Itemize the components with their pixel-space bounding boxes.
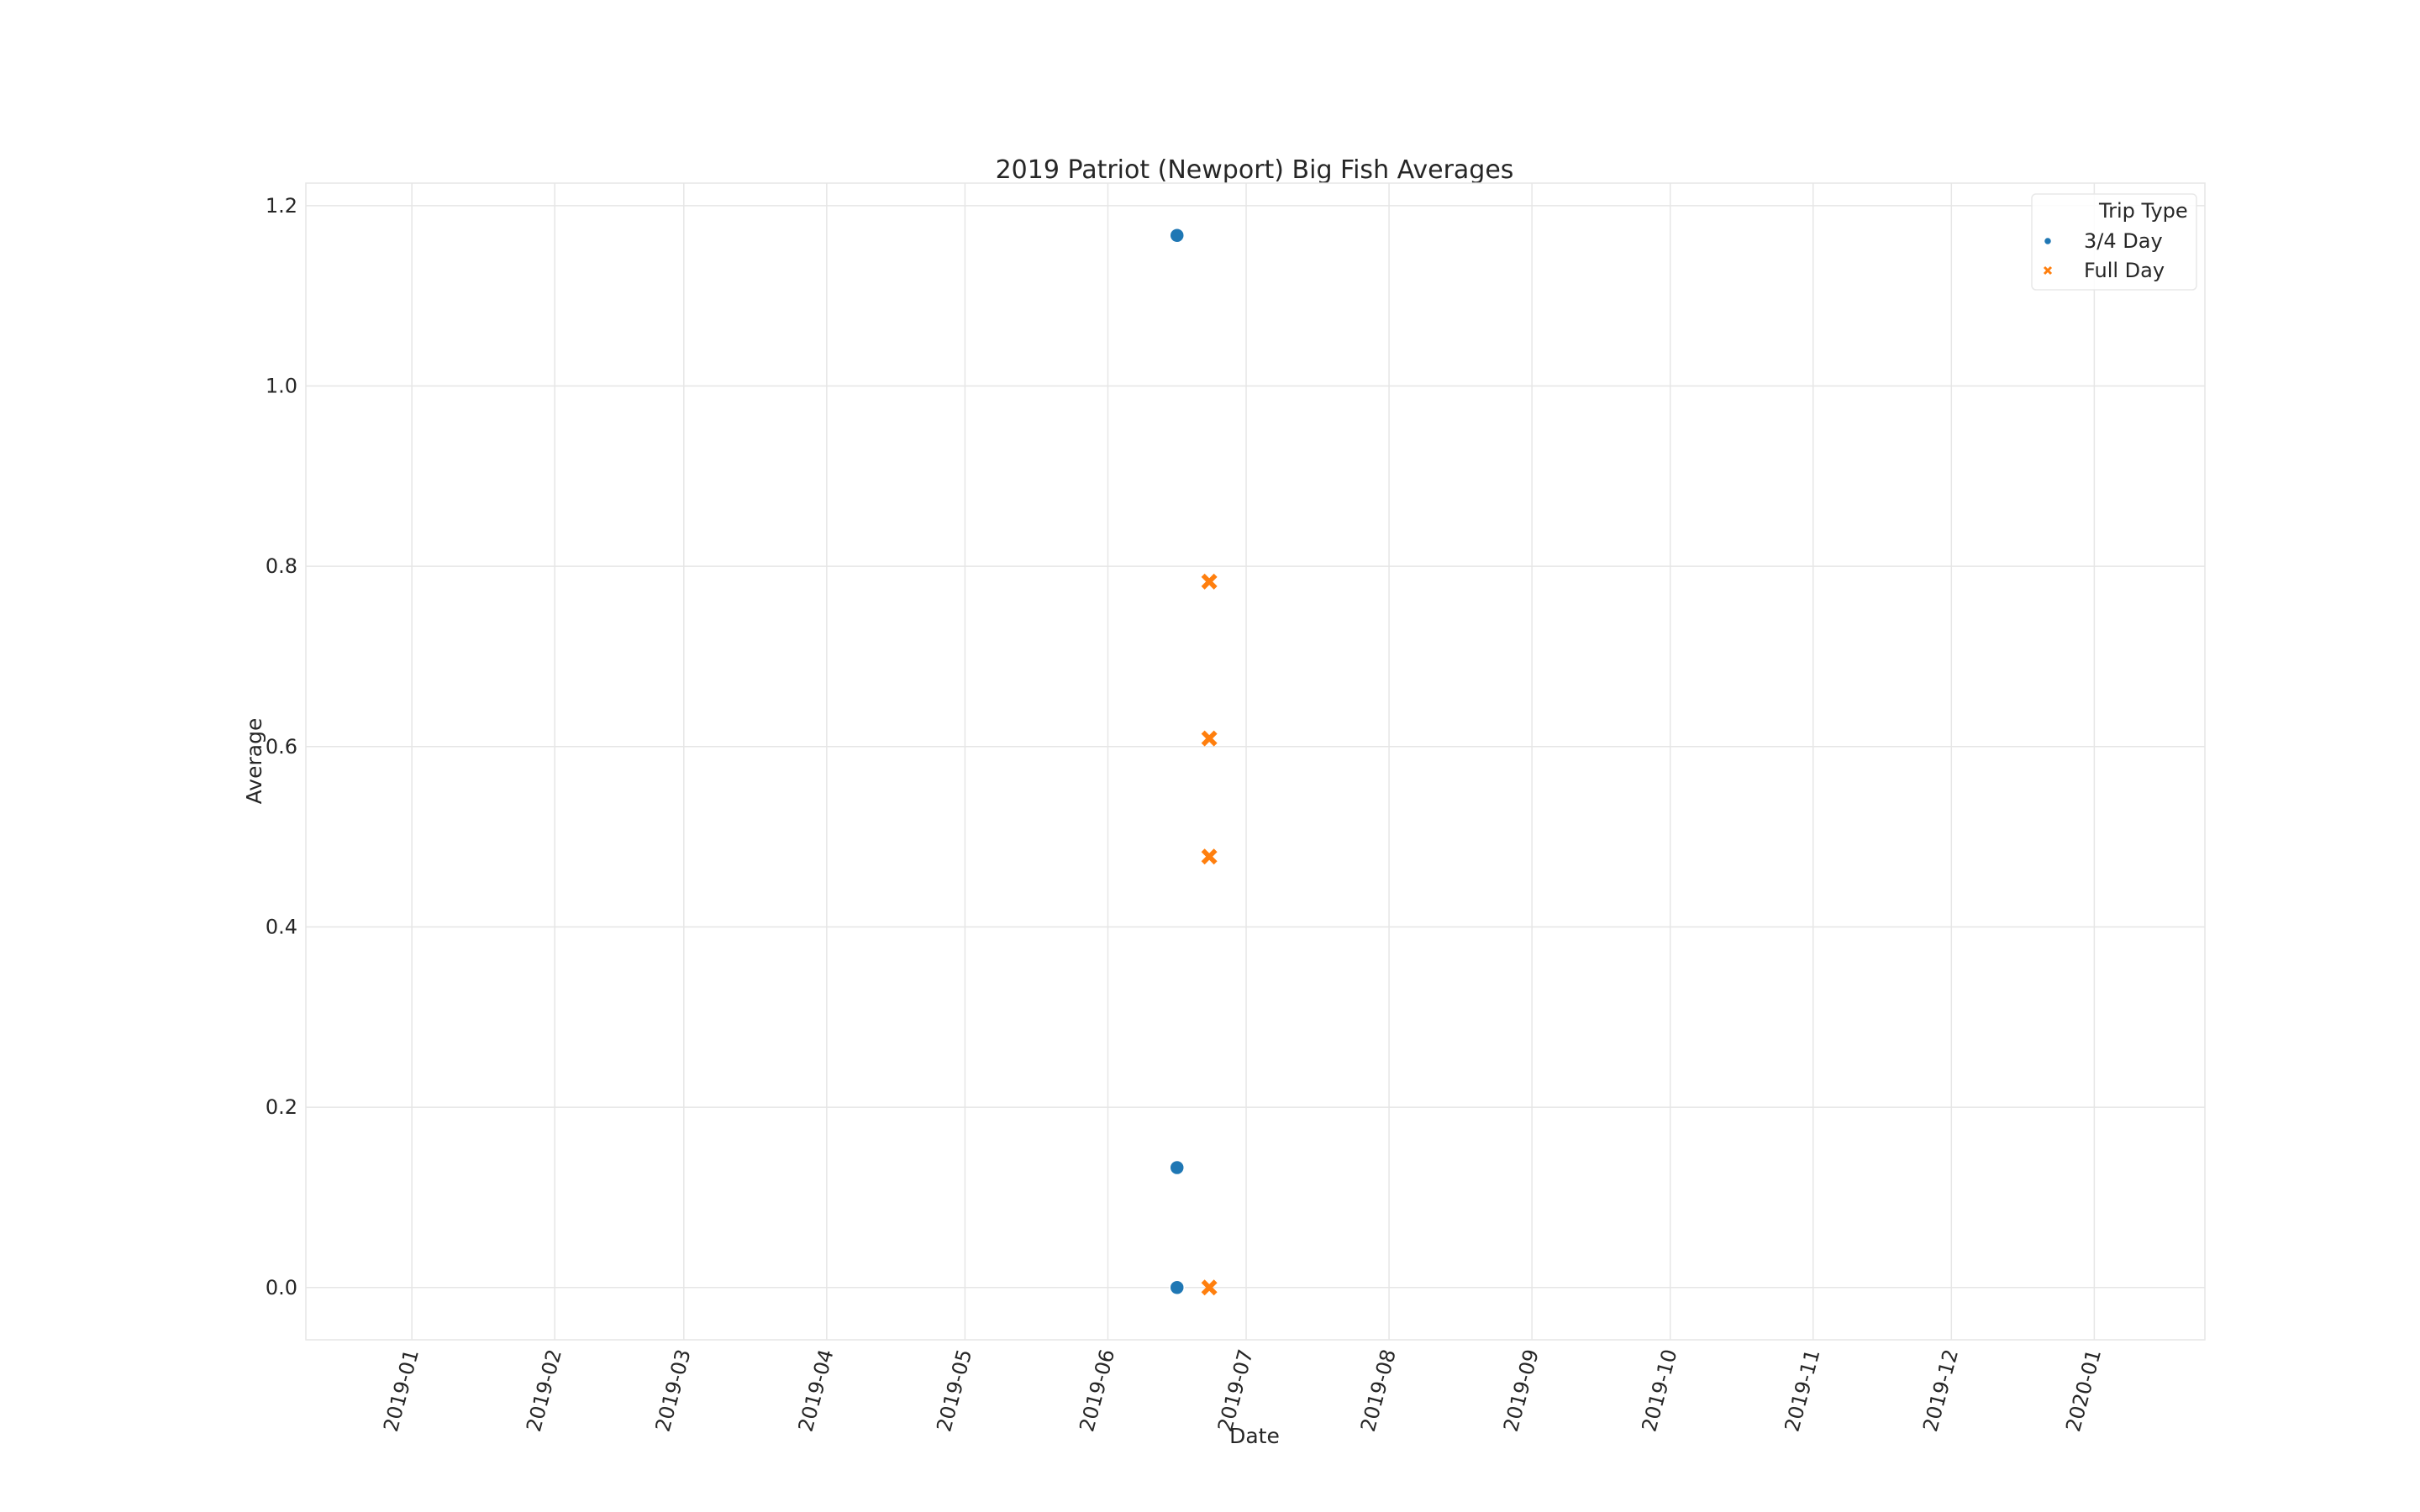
y-tick-label: 1.2 — [266, 194, 297, 218]
series-full-day — [1201, 573, 1218, 1296]
data-point — [1169, 1279, 1185, 1296]
legend-box — [2031, 193, 2197, 291]
x-tick-label: 2019-07 — [1213, 1347, 1258, 1434]
y-tick-label: 0.2 — [266, 1095, 297, 1119]
x-tick-label: 2019-08 — [1356, 1347, 1401, 1434]
x-tick-label: 2019-01 — [379, 1347, 424, 1434]
x-tick-label: 2019-11 — [1781, 1347, 1825, 1434]
data-points — [1169, 227, 1218, 1296]
x-axis-ticks: 2019-01 2019-02 2019-03 2019-04 2019-05 2019-… — [379, 1347, 2106, 1434]
x-tick-label: 2020-01 — [2061, 1347, 2106, 1434]
series-3-4-day — [1169, 227, 1185, 1296]
plot-area-frame — [305, 182, 2206, 1341]
legend-entries: 3/4 Day Full Day — [2043, 229, 2165, 282]
y-axis-ticks: 0.0 0.2 0.4 0.6 0.8 1.0 1.2 — [266, 194, 297, 1299]
x-tick-label: 2019-12 — [1918, 1347, 1963, 1434]
x-tick-label: 2019-05 — [932, 1347, 976, 1434]
data-point — [1169, 1159, 1185, 1176]
y-tick-label: 0.0 — [266, 1276, 297, 1299]
legend-title: Trip Type — [2098, 199, 2188, 223]
data-point — [1201, 848, 1218, 865]
y-tick-label: 0.8 — [266, 554, 297, 578]
grid-lines — [306, 183, 2205, 1340]
y-tick-label: 1.0 — [266, 374, 297, 397]
y-tick-label: 0.4 — [266, 915, 297, 938]
chart-title: 2019 Patriot (Newport) Big Fish Averages — [996, 155, 1514, 185]
data-point — [1201, 1279, 1218, 1296]
data-point — [1201, 573, 1218, 590]
x-tick-label: 2019-02 — [522, 1347, 566, 1434]
legend-entry-label: Full Day — [2084, 259, 2165, 282]
legend-entry-label: 3/4 Day — [2084, 229, 2163, 253]
data-point — [1169, 227, 1185, 244]
x-axis-label: Date — [1229, 1424, 1280, 1448]
x-tick-label: 2019-04 — [794, 1347, 839, 1434]
legend-marker — [2043, 265, 2053, 276]
y-tick-label: 0.6 — [266, 735, 297, 759]
legend-marker — [2043, 236, 2053, 246]
y-axis-label: Average — [242, 718, 266, 805]
x-tick-label: 2019-10 — [1637, 1347, 1681, 1434]
x-tick-label: 2019-09 — [1499, 1347, 1544, 1434]
x-tick-label: 2019-03 — [651, 1347, 696, 1434]
x-tick-label: 2019-06 — [1075, 1347, 1119, 1434]
legend: Trip Type 3/4 Day Full Day — [2031, 193, 2197, 291]
data-point — [1201, 730, 1218, 747]
